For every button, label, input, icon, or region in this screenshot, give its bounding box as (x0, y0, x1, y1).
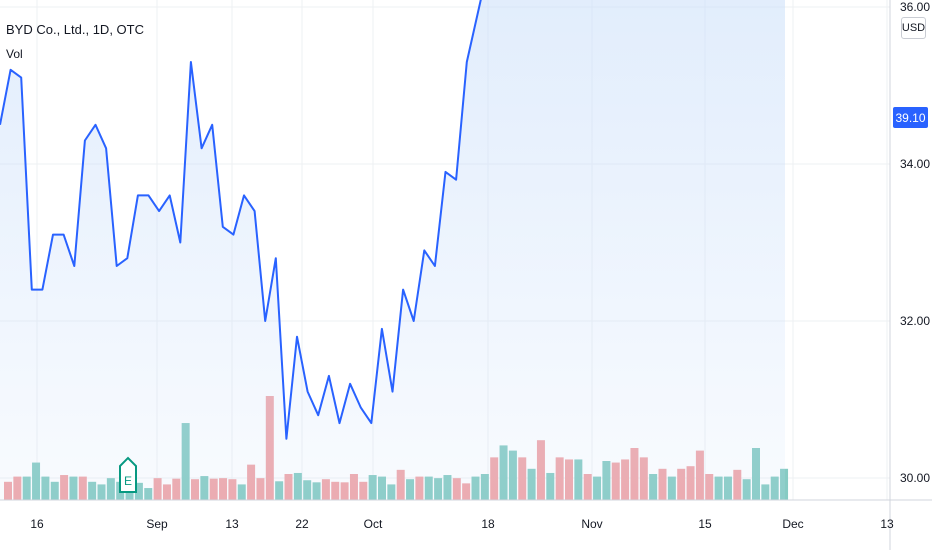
x-tick-label: 22 (295, 517, 309, 531)
x-tick-label: Nov (581, 517, 602, 531)
x-tick-label: 16 (30, 517, 44, 531)
earnings-marker-label: E (124, 474, 132, 488)
volume-indicator-label[interactable]: Vol (6, 47, 23, 61)
price-line[interactable] (0, 0, 785, 440)
y-tick-label: 32.00 (900, 314, 930, 328)
x-tick-label: 15 (698, 517, 712, 531)
earnings-marker-icon[interactable] (119, 456, 137, 493)
last-price-tag: 39.10 (893, 107, 928, 128)
x-tick-label: Dec (782, 517, 803, 531)
y-tick-label: 36.00 (900, 0, 930, 14)
symbol-title[interactable]: BYD Co., Ltd., 1D, OTC (6, 22, 144, 37)
currency-badge[interactable]: USD (901, 17, 926, 39)
y-tick-label: 34.00 (900, 157, 930, 171)
x-tick-label: Sep (146, 517, 168, 531)
x-tick-label: Oct (364, 517, 383, 531)
x-tick-label: 18 (481, 517, 495, 531)
price-area-fill (0, 0, 785, 500)
chart-legend: BYD Co., Ltd., 1D, OTC Vol (6, 22, 144, 61)
x-tick-label: 13 (880, 517, 894, 531)
x-tick-label: 13 (225, 517, 239, 531)
y-tick-label: 30.00 (900, 471, 930, 485)
